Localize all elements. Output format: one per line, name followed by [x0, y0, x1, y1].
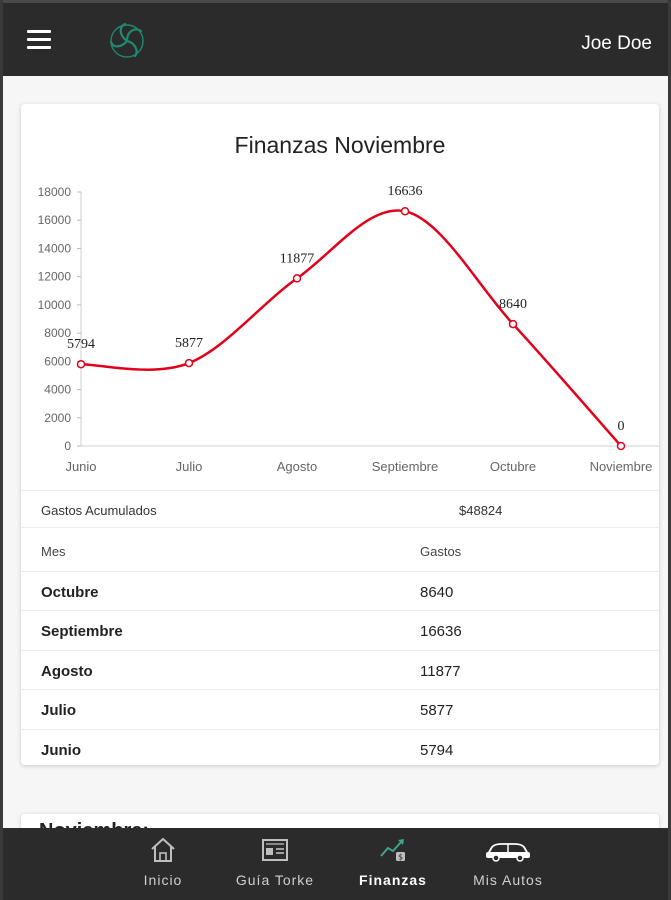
nav-label: Mis Autos: [473, 872, 543, 888]
nav-label: Guía Torke: [235, 872, 315, 888]
data-label: 8640: [499, 297, 527, 312]
y-tick-label: 12000: [38, 270, 72, 284]
data-label: 16636: [388, 184, 423, 199]
nav-item-guia-torke[interactable]: Guía Torke: [225, 836, 325, 896]
nav-label: Finanzas: [359, 872, 427, 888]
row-month: Agosto: [41, 662, 93, 680]
nav-item-finanzas[interactable]: $ Finanzas: [343, 836, 443, 896]
main-content: Finanzas Noviembre 0 2000 4000 6000 8000 1000…: [3, 76, 668, 854]
data-point: [400, 206, 410, 216]
row-amount: 8640: [420, 583, 454, 601]
table-row: Julio 5877: [21, 690, 659, 730]
data-point: [616, 441, 626, 451]
row-amount: 11877: [420, 662, 461, 680]
menu-line: [27, 38, 51, 41]
menu-line: [27, 30, 51, 33]
x-tick-label: Julio: [176, 459, 203, 474]
app-bar: Joe Doe: [3, 0, 668, 76]
table-row: Agosto 11877: [21, 651, 659, 690]
row-month: Junio: [41, 741, 81, 759]
data-point: [508, 319, 518, 329]
table-header-row: Mes Gastos: [21, 532, 659, 572]
row-month: Julio: [41, 702, 77, 719]
header-mes: Mes: [41, 544, 66, 559]
y-tick-label: 16000: [38, 213, 72, 227]
data-point: [76, 359, 86, 369]
table-row: Junio 5794: [21, 730, 659, 766]
y-tick-label: 2000: [44, 411, 71, 425]
series-line: [80, 209, 622, 447]
expenses-table: Mes Gastos Octubre 8640 Septiembre 16636…: [21, 532, 659, 765]
menu-line: [27, 46, 51, 49]
nav-item-inicio[interactable]: Inicio: [113, 836, 213, 896]
table-row: Octubre 8640: [21, 572, 659, 611]
x-tick-label: Junio: [65, 459, 96, 474]
row-amount: 5794: [420, 741, 454, 759]
row-month: Octubre: [41, 583, 99, 601]
y-tick-label: 6000: [44, 354, 71, 368]
y-tick-label: 14000: [38, 241, 72, 255]
data-label: 11877: [280, 251, 314, 266]
row-month: Septiembre: [41, 623, 123, 640]
data-label: 5794: [67, 337, 95, 352]
svg-text:$: $: [398, 853, 403, 862]
torke-logo-icon[interactable]: [107, 21, 147, 61]
row-amount: 5877: [420, 702, 454, 719]
x-tick-label: Octubre: [490, 459, 536, 474]
table-row: Septiembre 16636: [21, 611, 659, 651]
y-tick-label: 4000: [44, 383, 71, 397]
id-card-icon: [262, 839, 288, 861]
summary-row: Gastos Acumulados $48824: [21, 490, 659, 528]
summary-value: $48824: [459, 503, 503, 518]
finance-card: Finanzas Noviembre 0 2000 4000 6000 8000 1000…: [21, 104, 659, 765]
finance-line-chart: 0 2000 4000 6000 8000 10000 12000 14000 16000 180…: [38, 184, 659, 474]
nav-label: Inicio: [143, 872, 183, 888]
bottom-navigation: Inicio Guía Torke $ Finanzas: [3, 828, 668, 900]
header-gastos: Gastos: [420, 544, 462, 559]
row-amount: 16636: [420, 623, 462, 640]
finance-chart-icon: $: [380, 839, 405, 862]
data-label: 5877: [175, 336, 203, 351]
home-icon: [151, 837, 175, 862]
x-tick-label: Noviembre: [590, 459, 653, 474]
user-name[interactable]: Joe Doe: [581, 33, 652, 54]
y-tick-label: 0: [64, 439, 71, 453]
nav-item-mis-autos[interactable]: Mis Autos: [458, 836, 558, 896]
data-label: 0: [618, 419, 625, 434]
y-tick-label: 18000: [38, 185, 72, 199]
data-point: [292, 274, 302, 283]
y-tick-label: 10000: [38, 298, 72, 312]
hamburger-menu-button[interactable]: [27, 30, 51, 50]
y-tick-label: 8000: [44, 326, 71, 340]
data-point: [184, 358, 194, 368]
x-tick-label: Septiembre: [372, 459, 438, 474]
card-title: Finanzas Noviembre: [234, 132, 446, 158]
summary-label: Gastos Acumulados: [41, 503, 157, 518]
car-icon: [486, 843, 530, 862]
x-tick-label: Agosto: [277, 459, 317, 474]
